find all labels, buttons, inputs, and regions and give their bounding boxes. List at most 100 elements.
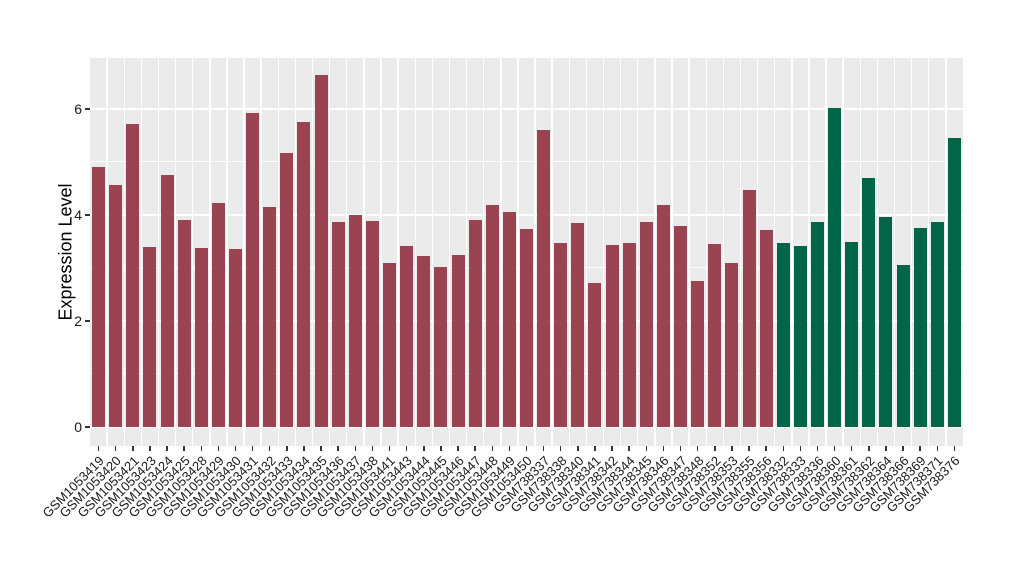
bar: [280, 152, 294, 427]
x-axis-tick: [799, 446, 802, 451]
x-axis-tick: [268, 446, 271, 451]
v-gridline: [739, 58, 742, 446]
bar: [126, 123, 140, 427]
x-axis-tick: [149, 446, 151, 451]
bar: [776, 242, 790, 427]
v-gridline: [380, 58, 382, 446]
y-axis-tick: [85, 214, 90, 216]
v-gridline: [243, 58, 245, 446]
x-axis-tick: [320, 446, 322, 451]
x-axis-tick: [919, 446, 921, 451]
plot-panel: [90, 58, 963, 446]
v-gridline: [859, 58, 861, 446]
x-axis-tick: [286, 446, 288, 451]
v-gridline: [842, 58, 844, 446]
x-axis-tick: [850, 446, 853, 451]
y-axis-tick: [85, 320, 90, 322]
v-gridline: [260, 58, 262, 446]
x-axis-tick: [662, 446, 665, 451]
bar: [793, 245, 807, 427]
v-gridline: [106, 58, 108, 446]
y-axis-title: Expression Level: [55, 183, 76, 321]
x-axis-tick: [696, 446, 699, 451]
bar: [263, 207, 277, 427]
bar: [879, 216, 893, 427]
x-axis-tick: [628, 446, 630, 451]
y-tick-label: 6: [74, 101, 82, 117]
bar: [691, 281, 705, 427]
v-gridline: [192, 58, 194, 446]
h-gridline: [90, 426, 963, 428]
x-axis-tick: [183, 446, 185, 451]
x-axis-tick: [953, 446, 956, 451]
x-axis-tick: [371, 446, 374, 451]
x-axis-tick: [97, 446, 100, 451]
v-gridline: [619, 58, 622, 446]
v-gridline: [945, 58, 947, 446]
v-gridline: [791, 58, 793, 446]
v-gridline: [893, 58, 896, 446]
bar: [639, 222, 653, 427]
x-axis-tick: [885, 446, 887, 451]
bar: [674, 225, 688, 427]
x-axis-tick: [542, 446, 545, 451]
bar: [708, 244, 722, 427]
x-axis-tick: [491, 446, 493, 451]
v-gridline: [688, 58, 690, 446]
v-gridline: [534, 58, 536, 446]
bar: [537, 129, 551, 427]
h-gridline: [90, 161, 963, 163]
v-gridline: [808, 58, 810, 446]
bar: [417, 256, 431, 427]
x-axis-tick: [902, 446, 904, 451]
v-gridline: [431, 58, 434, 446]
x-axis-tick: [457, 446, 459, 451]
bar: [811, 221, 824, 427]
v-gridline: [209, 58, 211, 446]
bar: [109, 185, 123, 427]
v-gridline: [277, 58, 279, 446]
v-gridline: [346, 58, 348, 446]
bar: [828, 108, 842, 427]
x-axis-tick: [440, 446, 442, 451]
v-gridline: [517, 58, 519, 446]
bar: [314, 74, 328, 427]
bar: [365, 221, 379, 427]
y-axis-tick: [85, 426, 90, 428]
x-axis-tick: [833, 446, 836, 451]
x-axis-tick: [474, 446, 476, 451]
bar: [947, 138, 961, 427]
bar: [588, 282, 602, 427]
v-gridline: [465, 58, 468, 446]
v-gridline: [448, 58, 451, 446]
v-gridline: [157, 58, 160, 446]
v-gridline: [294, 58, 297, 446]
x-axis-tick: [508, 446, 511, 451]
x-axis-tick: [132, 446, 134, 451]
x-axis-tick: [388, 446, 391, 451]
x-axis-tick: [714, 446, 716, 451]
bar: [451, 254, 465, 427]
y-tick-label: 0: [74, 419, 82, 435]
v-gridline: [756, 58, 759, 446]
y-tick-label: 4: [74, 207, 82, 223]
v-gridline: [602, 58, 605, 446]
bar: [725, 262, 739, 427]
v-gridline: [568, 58, 570, 446]
h-gridline: [90, 108, 963, 110]
x-axis-tick: [765, 446, 767, 451]
x-axis-tick: [251, 446, 254, 451]
bar: [92, 167, 106, 427]
bar: [468, 219, 482, 427]
bar: [246, 113, 260, 427]
v-gridline: [174, 58, 177, 446]
v-gridline: [551, 58, 553, 446]
x-axis-tick: [816, 446, 819, 451]
v-gridline: [825, 58, 827, 446]
x-axis-tick: [234, 446, 237, 451]
bar: [434, 266, 448, 427]
bar: [896, 265, 910, 427]
x-axis-tick: [679, 446, 682, 451]
bar: [297, 122, 311, 427]
